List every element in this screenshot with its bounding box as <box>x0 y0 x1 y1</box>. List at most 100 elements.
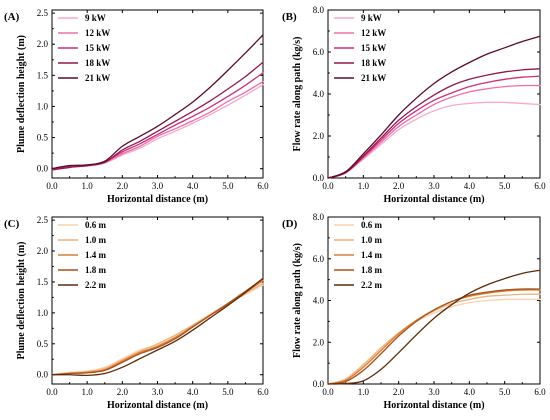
series-line <box>327 68 541 179</box>
x-tick-label: 1.0 <box>82 181 94 191</box>
legend-label: 1.8 m <box>361 265 383 275</box>
series-line <box>327 75 541 179</box>
legend-label: 9 kW <box>85 13 106 23</box>
x-tick-label: 5.0 <box>499 181 511 191</box>
panel-label: (D) <box>282 218 298 230</box>
x-tick-label: 6.0 <box>534 181 546 191</box>
legend-label: 1.8 m <box>85 265 107 275</box>
y-tick-label: 2.0 <box>37 39 49 49</box>
series-line <box>327 289 541 385</box>
series-line <box>51 277 264 377</box>
y-tick-label: 8.0 <box>313 212 325 222</box>
y-axis-title: Plume deflection height (m) <box>16 241 27 359</box>
y-tick-label: 6.0 <box>313 47 325 57</box>
x-tick-label: 6.0 <box>257 387 269 397</box>
legend-label: 1.0 m <box>85 235 107 245</box>
x-axis-title: Horizontal distance (m) <box>383 194 484 205</box>
panel-b: (B) 0.0 1.0 2.0 3.0 4.0 5.0 6.0 0.0 2.0 4.0 6.0 8.0 H… <box>282 5 546 205</box>
x-axis-title: Horizontal distance (m) <box>107 400 208 411</box>
series-line <box>327 293 541 385</box>
legend-label: 1.4 m <box>361 250 383 260</box>
panel-label: (A) <box>4 11 20 23</box>
legend-label: 0.6 m <box>361 220 383 230</box>
y-tick-label: 0.5 <box>37 133 49 143</box>
x-tick-label: 0.0 <box>322 387 334 397</box>
x-tick-label: 1.0 <box>358 387 370 397</box>
x-tick-label: 5.0 <box>222 387 234 397</box>
series-line <box>51 280 264 376</box>
legend-label: 1.0 m <box>361 235 383 245</box>
legend-label: 12 kW <box>85 28 110 38</box>
x-tick-label: 3.0 <box>152 181 164 191</box>
panel-label: (B) <box>282 11 297 23</box>
x-tick-label: 1.0 <box>82 387 94 397</box>
y-tick-label: 2.0 <box>313 337 325 347</box>
legend-label: 18 kW <box>85 58 110 68</box>
x-tick-label: 5.0 <box>499 387 511 397</box>
y-tick-label: 4.0 <box>313 296 325 306</box>
x-tick-label: 2.0 <box>117 387 129 397</box>
x-axis-title: Horizontal distance (m) <box>107 194 208 205</box>
series-line <box>327 298 541 385</box>
y-tick-label: 1.5 <box>37 277 49 287</box>
x-tick-label: 4.0 <box>464 387 476 397</box>
y-tick-label: 0.0 <box>313 173 325 183</box>
legend-label: 15 kW <box>361 43 386 53</box>
legend-label: 0.6 m <box>85 220 107 230</box>
x-tick-label: 4.0 <box>187 181 199 191</box>
y-tick-label: 0.0 <box>37 370 49 380</box>
legend-label: 21 kW <box>361 73 386 83</box>
legend-label: 21 kW <box>85 73 110 83</box>
y-tick-label: 2.0 <box>313 131 325 141</box>
panel-c: (C) 0.0 1.0 2.0 3.0 4.0 5.0 6.0 0.0 0.5 1.0 1.5 2.0 2… <box>4 215 269 411</box>
y-tick-label: 0.5 <box>37 339 49 349</box>
legend-label: 1.4 m <box>85 250 107 260</box>
x-tick-label: 4.0 <box>187 387 199 397</box>
plot-frame <box>327 9 541 179</box>
legend-label: 2.2 m <box>85 280 107 290</box>
panel-d: (D) 0.0 1.0 2.0 3.0 4.0 5.0 6.0 0.0 2.0 4.0 6.0 8.0 H… <box>282 212 546 411</box>
series-line <box>327 269 541 385</box>
series-line <box>51 34 264 170</box>
series-line <box>51 278 264 376</box>
y-tick-label: 4.0 <box>313 89 325 99</box>
x-tick-label: 0.0 <box>46 387 58 397</box>
x-tick-label: 4.0 <box>464 181 476 191</box>
legend-label: 18 kW <box>361 58 386 68</box>
legend-label: 12 kW <box>361 28 386 38</box>
x-tick-label: 0.0 <box>46 181 58 191</box>
x-tick-label: 5.0 <box>222 181 234 191</box>
series-line <box>51 282 264 376</box>
y-tick-label: 0.0 <box>313 379 325 389</box>
y-tick-label: 0.0 <box>37 164 49 174</box>
series-line <box>327 101 541 179</box>
y-tick-label: 8.0 <box>313 5 325 15</box>
x-tick-label: 1.0 <box>358 181 370 191</box>
plot-frame <box>327 216 541 385</box>
series-line <box>51 61 264 171</box>
x-axis-title: Horizontal distance (m) <box>383 400 484 411</box>
series-line <box>327 288 541 385</box>
x-tick-label: 2.0 <box>117 181 129 191</box>
series-line <box>327 84 541 179</box>
x-tick-label: 0.0 <box>322 181 334 191</box>
legend-label: 9 kW <box>361 13 382 23</box>
y-tick-label: 1.0 <box>37 101 49 111</box>
x-tick-label: 2.0 <box>393 387 405 397</box>
x-tick-label: 3.0 <box>428 387 440 397</box>
x-tick-label: 6.0 <box>534 387 546 397</box>
y-tick-label: 2.0 <box>37 246 49 256</box>
panel-label: (C) <box>4 218 20 230</box>
series-line <box>51 284 264 376</box>
x-tick-label: 6.0 <box>257 181 269 191</box>
x-tick-label: 2.0 <box>393 181 405 191</box>
y-tick-label: 1.0 <box>37 308 49 318</box>
x-tick-label: 3.0 <box>152 387 164 397</box>
y-tick-label: 2.5 <box>37 8 49 18</box>
y-tick-label: 6.0 <box>313 254 325 264</box>
x-tick-label: 3.0 <box>428 181 440 191</box>
y-tick-label: 2.5 <box>37 215 49 225</box>
series-line <box>327 35 541 179</box>
legend-label: 15 kW <box>85 43 110 53</box>
